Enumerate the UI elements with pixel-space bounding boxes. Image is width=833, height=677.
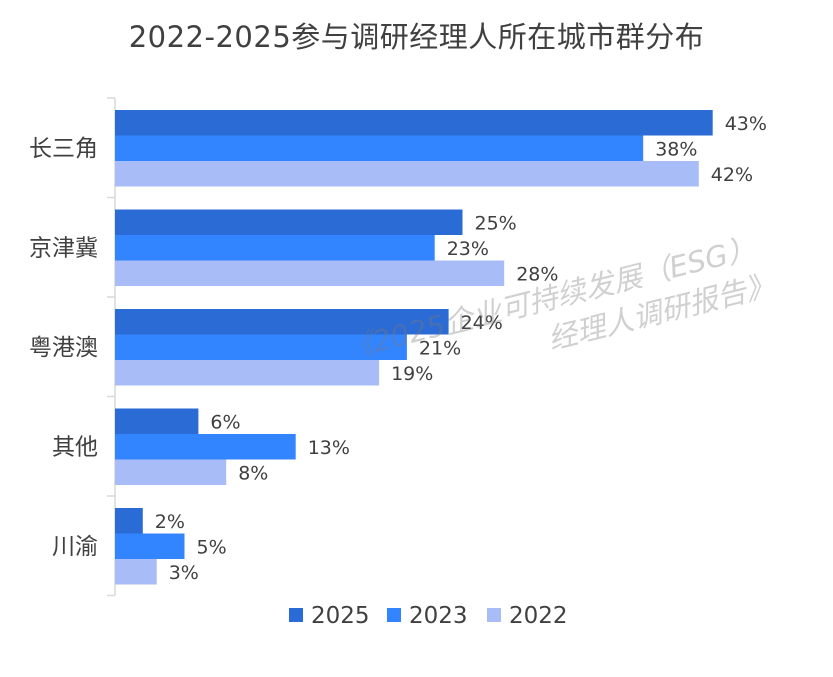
data-label: 3% xyxy=(169,562,199,584)
legend-swatch-2025 xyxy=(289,608,303,622)
data-label: 38% xyxy=(655,138,697,160)
data-label: 13% xyxy=(308,437,350,459)
bar-2022-0 xyxy=(115,161,699,187)
legend-label: 2025 xyxy=(311,603,370,629)
chart-labels: 43% 38% 42% 长三角 25% 23% 28% 京津冀 24%21% 19% 粤港澳 6% 13… xyxy=(29,113,767,584)
data-label: 28% xyxy=(516,263,558,285)
category-label: 其他 xyxy=(52,434,98,460)
bar-2022-2 xyxy=(115,360,380,386)
data-label: 21% xyxy=(419,337,461,359)
data-label: 6% xyxy=(210,411,240,433)
data-label: 24% xyxy=(461,312,503,334)
bar-2023-4 xyxy=(115,533,185,559)
legend-label: 2022 xyxy=(509,603,568,629)
data-label: 43% xyxy=(725,113,767,135)
data-label: 42% xyxy=(711,164,753,186)
data-label: 5% xyxy=(197,536,227,558)
category-label: 川渝 xyxy=(52,534,98,560)
category-label: 京津冀 xyxy=(29,235,98,261)
data-label: 2% xyxy=(155,511,185,533)
bar-2025-3 xyxy=(115,408,199,434)
chart-bars xyxy=(115,110,713,585)
bar-2025-4 xyxy=(115,508,143,534)
chart-axis xyxy=(107,97,116,597)
chart-legend: 2025 2023 2022 xyxy=(289,603,568,629)
bar-2025-0 xyxy=(115,110,713,136)
bar-2023-1 xyxy=(115,235,435,261)
bar-2023-3 xyxy=(115,434,296,460)
chart-title: 2022-2025参与调研经理人所在城市群分布 xyxy=(128,20,705,54)
category-label: 粤港澳 xyxy=(29,335,98,361)
bar-2023-0 xyxy=(115,135,644,161)
legend-label: 2023 xyxy=(409,603,468,629)
category-label: 长三角 xyxy=(29,136,98,162)
data-label: 25% xyxy=(475,212,517,234)
legend-swatch-2022 xyxy=(487,608,501,622)
data-label: 23% xyxy=(447,238,489,260)
data-label: 19% xyxy=(391,363,433,385)
data-label: 8% xyxy=(238,462,268,484)
bar-2022-4 xyxy=(115,559,157,585)
legend-swatch-2023 xyxy=(387,608,401,622)
bar-2025-1 xyxy=(115,209,463,235)
bar-2025-2 xyxy=(115,309,449,335)
bar-2023-2 xyxy=(115,334,407,360)
bar-2022-1 xyxy=(115,260,505,286)
bar-2022-3 xyxy=(115,459,227,485)
